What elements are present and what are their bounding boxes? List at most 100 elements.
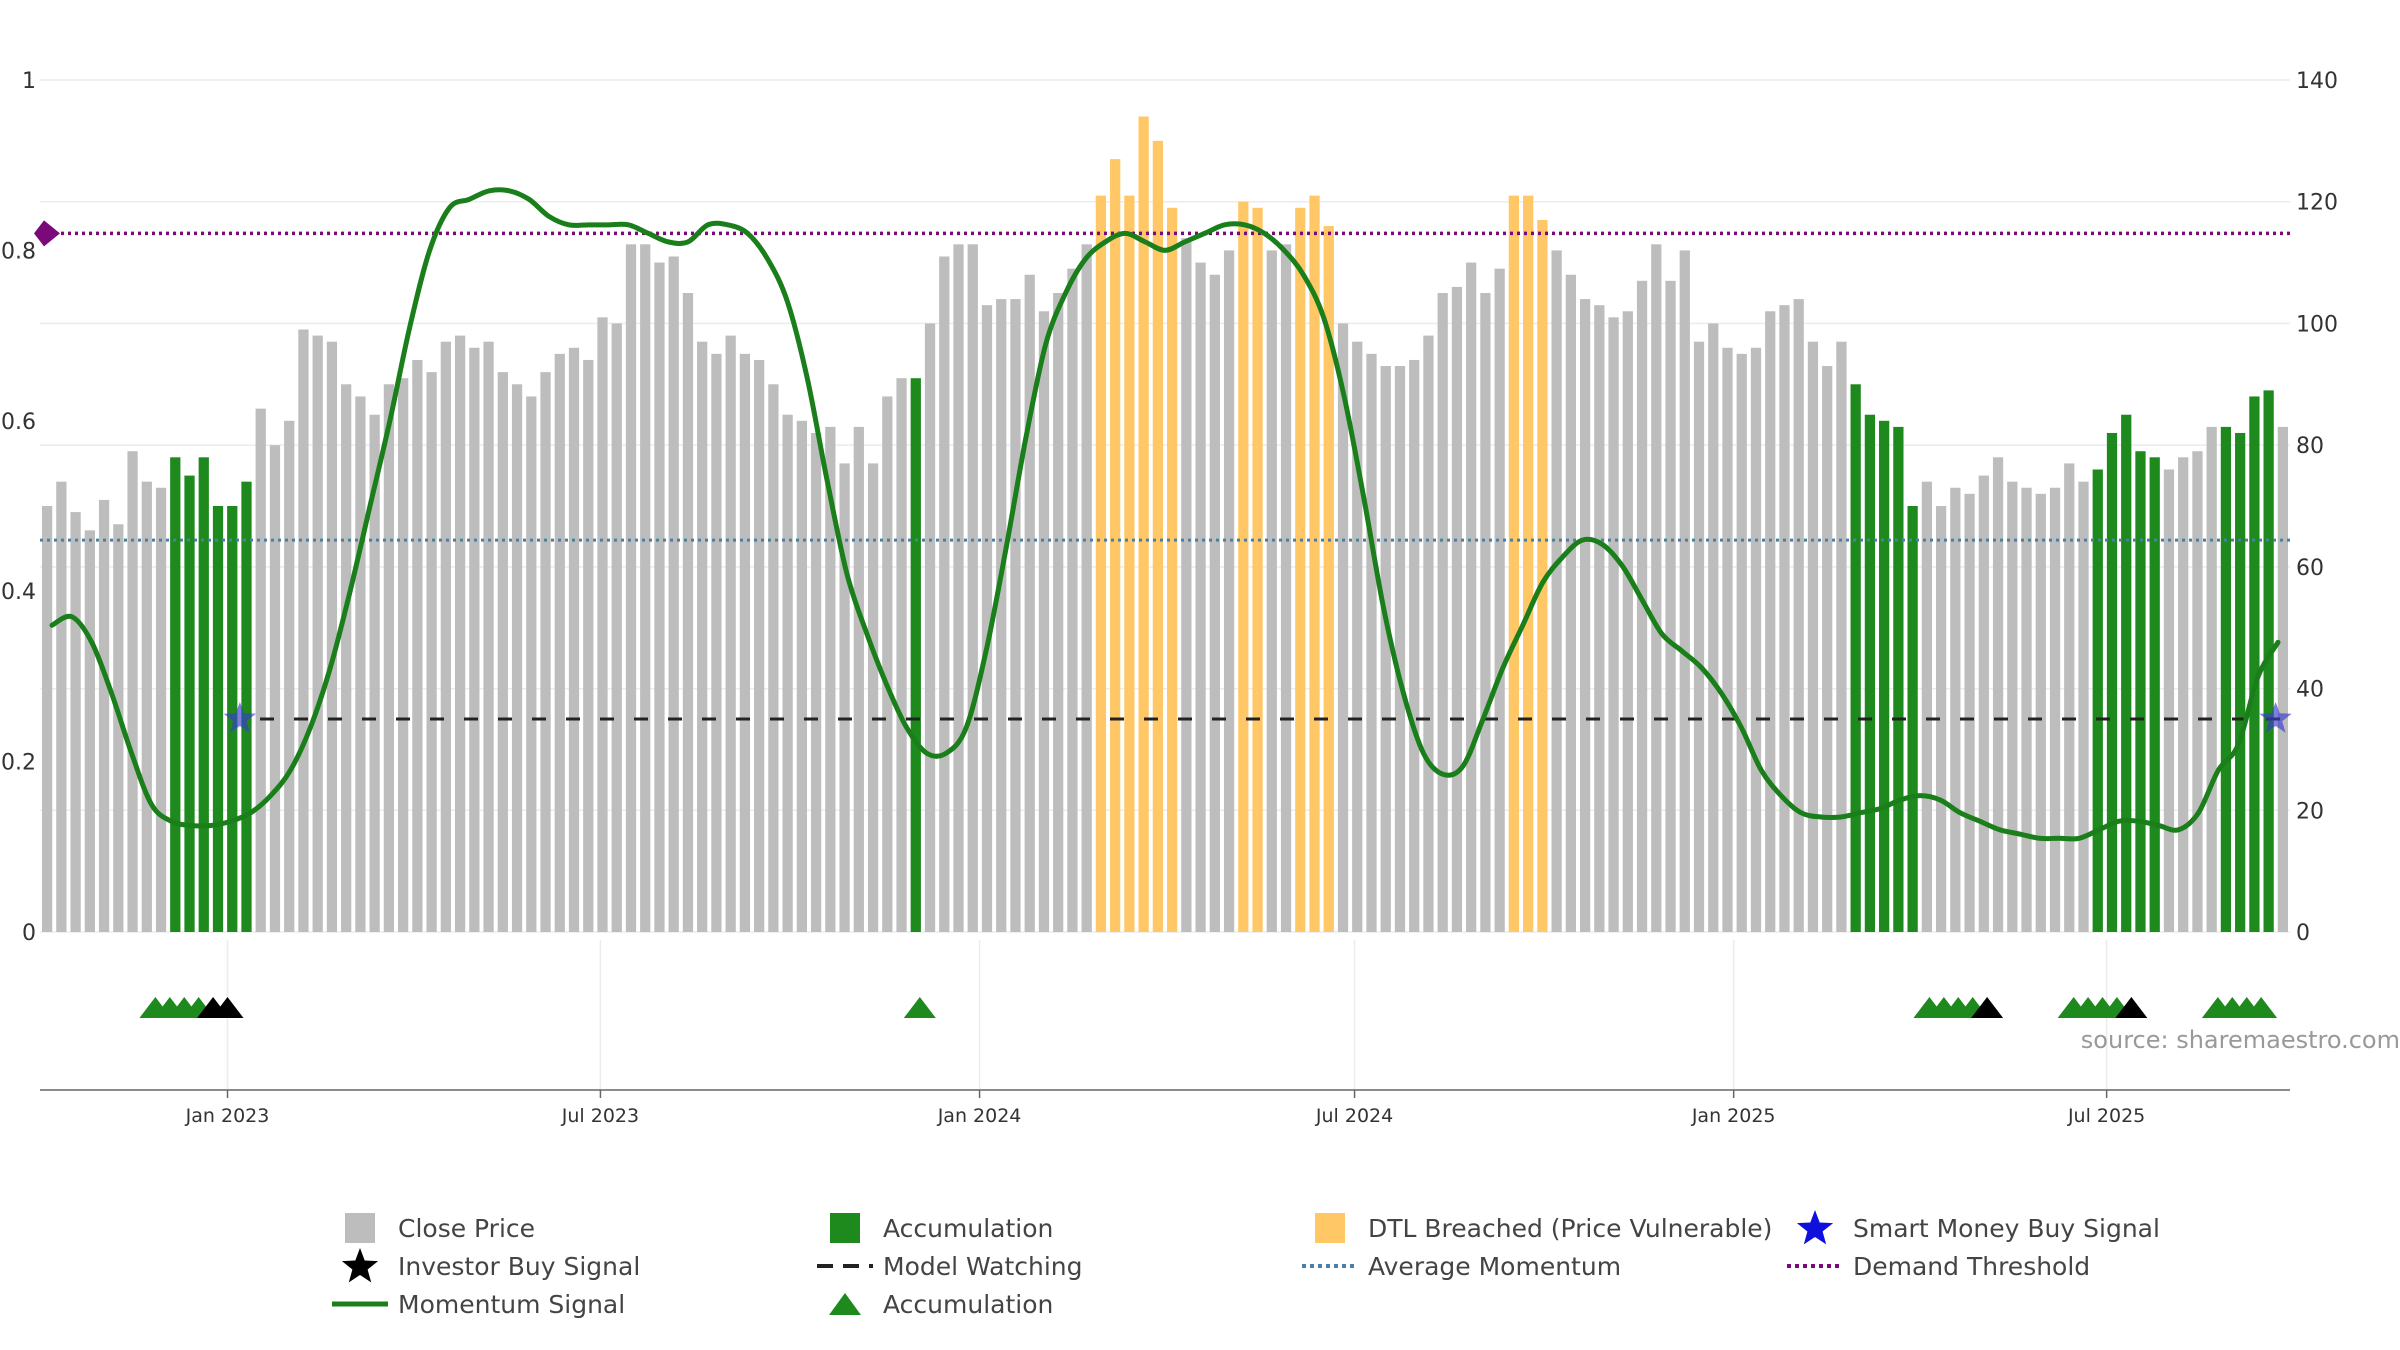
bar-close-price	[1466, 262, 1477, 933]
bar-close-price	[682, 293, 694, 932]
bar-close-price	[1836, 341, 1847, 933]
bar-close-price	[2206, 426, 2217, 932]
bar-close-price	[497, 372, 508, 933]
bar-close-price	[1337, 323, 1349, 932]
legend-label: Close Price	[398, 1213, 536, 1243]
legend-label: Accumulation	[883, 1213, 1054, 1243]
legend-star-icon	[1785, 1210, 1845, 1246]
bar-close-price	[1978, 475, 1989, 932]
bar-close-price	[98, 499, 110, 932]
bar-close-price	[412, 359, 423, 932]
bar-close-price	[1437, 293, 1448, 932]
bar-close-price	[1921, 481, 1932, 932]
bar-close-price	[1651, 244, 1662, 933]
bar-close-price	[1622, 311, 1633, 932]
bar-dtl-breached	[1523, 195, 1534, 933]
bar-close-price	[1551, 250, 1562, 932]
bar-close-price	[996, 299, 1007, 933]
bar-close-price	[2078, 481, 2089, 932]
bar-close-price	[654, 262, 665, 933]
bar-close-price	[2021, 487, 2032, 932]
right-axis-tick-label: 120	[2296, 191, 2338, 216]
bar-close-price	[839, 463, 850, 932]
bar-close-price	[2035, 493, 2046, 932]
bar-close-price	[597, 317, 608, 932]
bar-close-price	[540, 372, 551, 933]
bar-dtl-breached	[1295, 207, 1306, 933]
bar-close-price	[1765, 311, 1776, 932]
source-label: source: sharemaestro.com	[2081, 1026, 2400, 1054]
bar-close-price	[1693, 341, 1705, 933]
bar-close-price	[1081, 244, 1092, 933]
bar-close-price	[1807, 341, 1819, 933]
bar-close-price	[1779, 305, 1790, 933]
right-axis-tick-label: 80	[2296, 434, 2324, 459]
bar-close-price	[853, 426, 864, 932]
bar-close-price	[981, 305, 993, 933]
bar-close-price	[697, 341, 708, 933]
x-tick-label: Jul 2025	[2067, 1105, 2145, 1127]
bar-accumulation	[2092, 469, 2103, 932]
bar-dtl-breached	[1138, 116, 1149, 932]
bar-close-price	[1480, 293, 1491, 932]
legend-dot-icon	[1785, 1248, 1845, 1284]
investor-triangle	[1971, 997, 2004, 1018]
legend-star-icon	[330, 1248, 390, 1284]
bar-close-price	[2064, 463, 2075, 932]
bar-close-price	[825, 426, 836, 932]
bar-dtl-breached	[1508, 195, 1520, 933]
axes: Jan 2023 Jul 2023 Jan 2024 Jul 2024 Jan 2025…	[1, 69, 2338, 1127]
bar-close-price	[1067, 268, 1078, 933]
legend-square-icon	[330, 1210, 390, 1246]
bar-close-price	[568, 347, 580, 932]
legend-dot-icon	[1300, 1248, 1360, 1284]
bar-close-price	[810, 432, 822, 932]
reference-lines	[34, 220, 2290, 721]
bar-accumulation	[170, 457, 181, 932]
bar-close-price	[2178, 457, 2189, 932]
bar-close-price	[1579, 299, 1591, 933]
bar-close-price	[1679, 250, 1690, 932]
bar-accumulation	[1907, 506, 1918, 932]
legend-label: Investor Buy Signal	[398, 1251, 641, 1281]
left-axis-tick-label: 0.8	[1, 239, 36, 264]
bar-close-price	[341, 384, 352, 932]
bar-close-price	[1394, 366, 1406, 932]
bar-close-price	[1736, 353, 1747, 932]
legend-label: Demand Threshold	[1853, 1251, 2091, 1281]
right-axis-tick-label: 60	[2296, 556, 2324, 581]
bar-dtl-breached	[1095, 195, 1107, 933]
bar-close-price	[867, 463, 879, 932]
bar-close-price	[1223, 250, 1235, 932]
legend-item: Model Watching	[815, 1248, 1083, 1284]
bar-close-price	[1038, 311, 1050, 932]
bar-close-price	[113, 524, 124, 932]
bar-accumulation	[1893, 426, 1904, 932]
right-axis-tick-label: 140	[2296, 69, 2338, 94]
bar-close-price	[398, 378, 409, 932]
bar-accumulation	[2149, 457, 2160, 932]
bar-close-price	[1964, 493, 1975, 932]
left-axis-tick-label: 0	[22, 921, 36, 946]
bar-dtl-breached	[1152, 140, 1164, 932]
bar-close-price	[1209, 274, 1220, 932]
bar-close-price	[1750, 347, 1762, 932]
bar-close-price	[1280, 244, 1292, 933]
bar-close-price	[1708, 323, 1719, 932]
legend-label: Model Watching	[883, 1251, 1083, 1281]
bar-close-price	[1366, 353, 1377, 932]
bar-close-price	[939, 256, 950, 932]
bar-close-price	[2007, 481, 2018, 932]
x-tick-label: Jul 2024	[1315, 1105, 1393, 1127]
bar-close-price	[298, 329, 309, 932]
legend-item: Average Momentum	[1300, 1248, 1621, 1284]
bar-close-price	[84, 530, 95, 932]
bar-close-price	[882, 396, 893, 932]
bar-close-price	[1053, 293, 1064, 932]
bar-close-price	[41, 506, 53, 932]
bar-close-price	[127, 451, 138, 932]
bar-close-price	[725, 335, 736, 933]
bar-dtl-breached	[1252, 207, 1263, 933]
bar-close-price	[1992, 457, 2004, 932]
